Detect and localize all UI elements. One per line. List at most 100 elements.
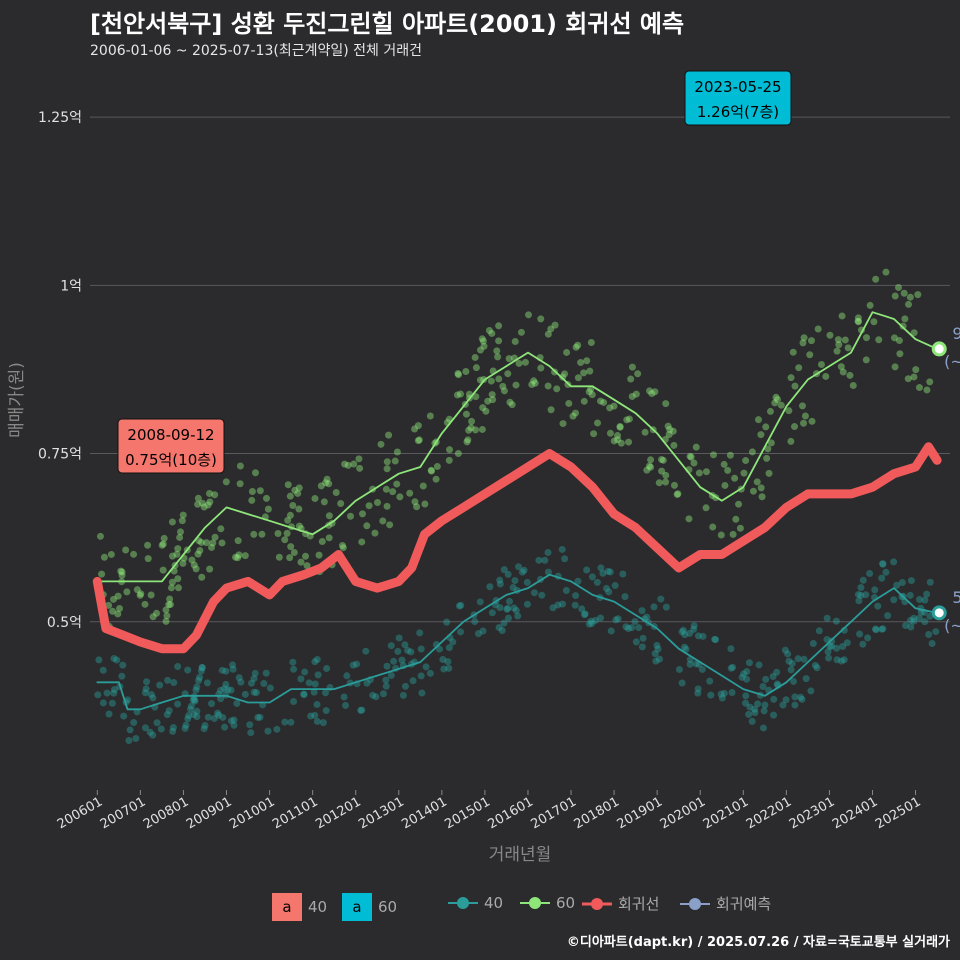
scatter-point-40 [233, 699, 241, 707]
scatter-point-60 [495, 337, 503, 345]
scatter-point-60 [643, 466, 651, 474]
scatter-point-60 [222, 478, 230, 486]
scatter-point-40 [862, 591, 870, 599]
scatter-point-60 [762, 423, 770, 431]
scatter-point-60 [167, 584, 175, 592]
x-tick-label: 202401 [830, 794, 880, 832]
predict-point-60 [931, 341, 947, 357]
scatter-point-40 [445, 664, 453, 672]
scatter-point-60 [517, 328, 525, 336]
scatter-point-40 [711, 635, 719, 643]
scatter-point-40 [119, 661, 127, 669]
scatter-point-60 [632, 390, 640, 398]
scatter-point-60 [814, 325, 822, 333]
scatter-point-60 [206, 498, 214, 506]
scatter-point-60 [875, 336, 883, 344]
scatter-point-60 [627, 375, 635, 383]
scatter-point-60 [910, 373, 918, 381]
scatter-point-40 [679, 626, 687, 634]
scatter-point-60 [505, 355, 513, 363]
scatter-point-60 [137, 590, 145, 598]
scatter-point-40 [921, 618, 929, 626]
legend-line-icon-40 [448, 897, 478, 909]
scatter-point-60 [806, 351, 814, 359]
scatter-point-40 [449, 638, 457, 646]
scatter-point-40 [110, 689, 118, 697]
scatter-point-40 [382, 682, 390, 690]
scatter-point-60 [837, 363, 845, 371]
scatter-point-60 [506, 398, 514, 406]
scatter-point-60 [302, 552, 310, 560]
scatter-point-40 [479, 627, 487, 635]
legend-predict-icon [680, 897, 710, 910]
scatter-point-60 [597, 397, 605, 405]
scatter-point-40 [535, 556, 543, 564]
scatter-point-40 [488, 609, 496, 617]
scatter-point-40 [843, 639, 851, 647]
source-caption: ©디아파트(dapt.kr) / 2025.07.26 / 자료=국토교통부 실… [566, 935, 950, 950]
scatter-point-60 [256, 487, 264, 495]
scatter-point-60 [614, 436, 622, 444]
scatter-point-40 [872, 625, 880, 633]
scatter-point-60 [754, 416, 762, 424]
scatter-point-40 [241, 690, 249, 698]
scatter-point-40 [103, 689, 111, 697]
scatter-point-60 [341, 460, 349, 468]
scatter-point-40 [193, 683, 201, 691]
scatter-point-60 [648, 390, 656, 398]
scatter-point-60 [476, 346, 484, 354]
scatter-point-60 [763, 454, 771, 462]
scatter-point-60 [117, 567, 125, 575]
scatter-point-60 [833, 347, 841, 355]
scatter-point-60 [109, 607, 117, 615]
scatter-point-40 [743, 667, 751, 675]
scatter-point-60 [729, 530, 737, 538]
scatter-point-60 [468, 417, 476, 425]
scatter-point-60 [454, 370, 462, 378]
scatter-point-40 [222, 680, 230, 688]
scatter-point-60 [571, 409, 579, 417]
x-tick-label: 201001 [227, 794, 277, 832]
scatter-point-60 [767, 439, 775, 447]
scatter-point-60 [318, 537, 326, 545]
scatter-point-60 [166, 601, 174, 609]
scatter-point-40 [264, 727, 272, 735]
scatter-point-60 [168, 552, 176, 560]
scatter-point-60 [594, 419, 602, 427]
scatter-point-60 [544, 382, 552, 390]
scatter-point-40 [169, 727, 177, 735]
scatter-point-60 [141, 600, 149, 608]
scatter-point-40 [578, 605, 586, 613]
scatter-point-40 [417, 645, 425, 653]
predict-point-40 [931, 605, 947, 621]
scatter-point-60 [658, 455, 666, 463]
scatter-point-40 [662, 603, 670, 611]
scatter-point-60 [499, 382, 507, 390]
scatter-point-60 [890, 334, 898, 342]
scatter-point-60 [528, 380, 536, 388]
scatter-point-60 [393, 448, 401, 456]
scatter-point-40 [262, 669, 270, 677]
scatter-point-60 [647, 456, 655, 464]
scatter-point-60 [726, 451, 734, 459]
scatter-point-40 [932, 628, 940, 636]
scatter-point-40 [416, 629, 424, 637]
scatter-point-60 [426, 412, 434, 420]
scatter-point-60 [411, 425, 419, 433]
scatter-point-40 [654, 645, 662, 653]
scatter-point-40 [445, 644, 453, 652]
scatter-point-60 [717, 531, 725, 539]
scatter-point-60 [585, 388, 593, 396]
scatter-point-40 [762, 675, 770, 683]
scatter-point-60 [303, 562, 311, 570]
y-axis-label: 매매가(원) [7, 362, 27, 438]
scatter-point-40 [273, 725, 281, 733]
chart-subtitle: 2006-01-06 ~ 2025-07-13(최근계약일) 전체 거래건 [90, 43, 422, 59]
scatter-point-60 [284, 481, 292, 489]
scatter-point-60 [168, 578, 176, 586]
scatter-point-60 [577, 359, 585, 367]
scatter-point-40 [718, 694, 726, 702]
scatter-point-60 [325, 480, 333, 488]
scatter-point-40 [281, 718, 289, 726]
scatter-point-60 [232, 553, 240, 561]
